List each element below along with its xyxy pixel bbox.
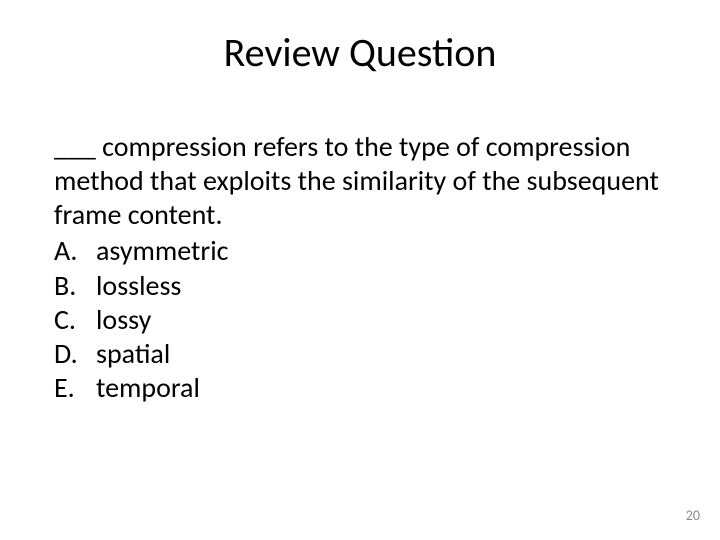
answer-option-a: A. asymmetric xyxy=(54,234,666,268)
slide-container: Review Question Review Question ___ comp… xyxy=(0,0,720,540)
answer-option-c: C. lossy xyxy=(54,303,666,337)
answer-option-b: B. lossless xyxy=(54,269,666,303)
option-text: spatial xyxy=(96,337,170,371)
question-stem: ___ compression refers to the type of co… xyxy=(18,130,666,232)
option-text: temporal xyxy=(96,371,200,405)
option-letter: D. xyxy=(54,337,96,371)
option-letter: B. xyxy=(54,269,96,303)
option-text: asymmetric xyxy=(96,234,228,268)
question-body: ___ compression refers to the type of co… xyxy=(54,130,666,405)
option-letter: E. xyxy=(54,371,96,405)
page-number: 20 xyxy=(686,507,700,524)
slide-title-text: Review Question xyxy=(224,28,497,77)
option-text: lossless xyxy=(96,269,181,303)
answer-options-list: A. asymmetric B. lossless C. lossy D. sp… xyxy=(54,234,666,405)
slide-title-wrap: Review Question xyxy=(0,28,720,77)
option-letter: C. xyxy=(54,303,96,337)
answer-option-d: D. spatial xyxy=(54,337,666,371)
option-text: lossy xyxy=(96,303,151,337)
answer-option-e: E. temporal xyxy=(54,371,666,405)
option-letter: A. xyxy=(54,234,96,268)
